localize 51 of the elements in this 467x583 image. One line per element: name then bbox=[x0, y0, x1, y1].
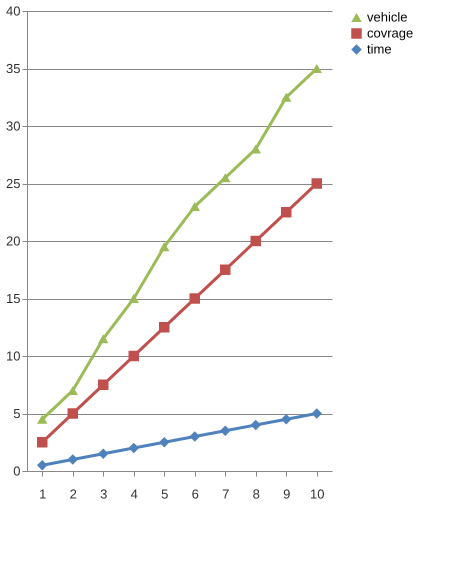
point bbox=[220, 173, 230, 182]
x-tick-label: 8 bbox=[252, 486, 260, 502]
point bbox=[190, 202, 200, 212]
x-tick-label: 3 bbox=[100, 486, 108, 502]
point bbox=[220, 264, 230, 275]
x-tick-label: 1 bbox=[39, 486, 46, 502]
point bbox=[68, 454, 78, 465]
x-tick-label: 7 bbox=[222, 486, 230, 502]
point bbox=[98, 334, 108, 344]
x-tick-label: 4 bbox=[130, 486, 138, 502]
point bbox=[190, 293, 200, 304]
point bbox=[37, 437, 48, 448]
y-tick-label: 40 bbox=[6, 4, 20, 18]
legend-label: time bbox=[367, 42, 392, 56]
point bbox=[98, 448, 108, 459]
point bbox=[68, 386, 78, 396]
point bbox=[312, 178, 322, 189]
point bbox=[37, 460, 48, 470]
x-tick-label: 10 bbox=[310, 486, 324, 502]
legend-label: covrage bbox=[367, 26, 414, 40]
point bbox=[190, 431, 200, 442]
point bbox=[281, 207, 292, 218]
x-tick-label: 6 bbox=[192, 486, 199, 502]
point bbox=[220, 426, 230, 436]
y-tick-label: 10 bbox=[6, 348, 20, 364]
point bbox=[281, 414, 292, 424]
y-tick-label: 20 bbox=[6, 234, 20, 248]
point bbox=[98, 380, 108, 390]
point bbox=[159, 242, 170, 252]
point bbox=[250, 144, 261, 154]
y-tick-label: 35 bbox=[6, 61, 20, 76]
y-tick-label: 5 bbox=[13, 406, 20, 421]
point bbox=[128, 442, 139, 454]
x-tick-label: 5 bbox=[161, 486, 168, 502]
point bbox=[312, 408, 322, 419]
point bbox=[68, 408, 78, 419]
point bbox=[37, 414, 48, 424]
point bbox=[159, 437, 170, 448]
legend-label: vehicle bbox=[367, 10, 408, 24]
y-tick-label: 15 bbox=[6, 291, 20, 306]
point bbox=[159, 322, 170, 332]
point bbox=[281, 92, 292, 102]
x-tick-label: 9 bbox=[283, 486, 290, 502]
point bbox=[250, 420, 261, 430]
point bbox=[128, 294, 139, 304]
y-tick-label: 30 bbox=[6, 118, 20, 134]
y-tick-label: 25 bbox=[6, 176, 20, 191]
x-tick-label: 2 bbox=[70, 486, 77, 502]
point bbox=[250, 236, 261, 246]
point bbox=[128, 350, 139, 362]
y-tick-label: 0 bbox=[13, 464, 20, 478]
